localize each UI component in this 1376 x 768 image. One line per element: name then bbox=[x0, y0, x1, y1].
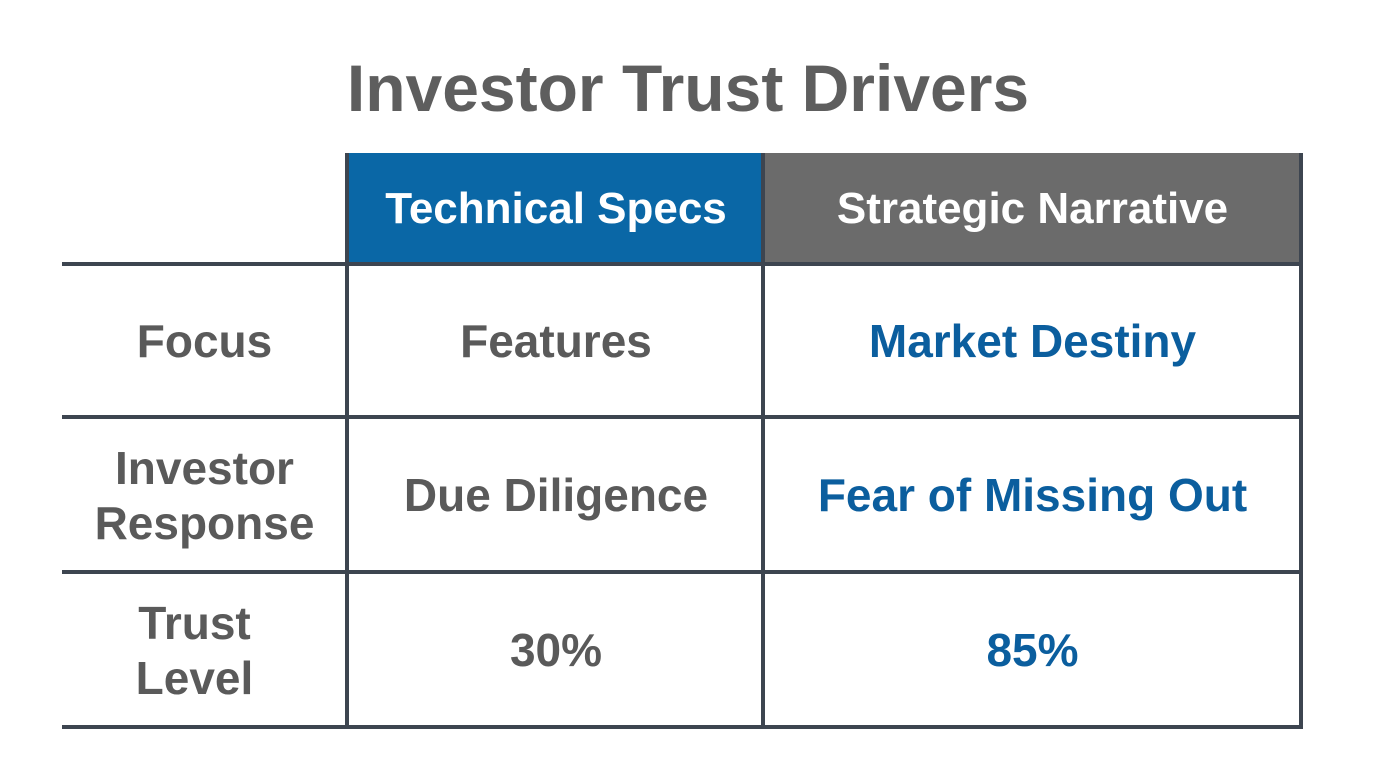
cell-trust-technical: 30% bbox=[509, 624, 603, 677]
grid-line bbox=[1299, 153, 1303, 729]
row-label-focus: Focus bbox=[136, 315, 273, 368]
cell-focus-strategic: Market Destiny bbox=[868, 315, 1197, 368]
column-header-strategic-narrative: Strategic Narrative bbox=[765, 153, 1300, 265]
column-header-technical-specs: Technical Specs bbox=[347, 153, 765, 265]
grid-line bbox=[62, 570, 1303, 574]
grid-line bbox=[62, 262, 1303, 266]
cell-response-strategic: Fear of Missing Out bbox=[817, 469, 1248, 522]
cell-response-technical: Due Diligence bbox=[403, 469, 709, 522]
grid-line bbox=[345, 153, 349, 729]
cell-focus-technical: Features bbox=[460, 315, 652, 368]
cell-trust-strategic: 85% bbox=[986, 624, 1079, 677]
row-label-trust-level: Trust Level bbox=[135, 596, 254, 704]
grid-line bbox=[761, 153, 765, 729]
grid-line bbox=[62, 725, 1303, 729]
row-label-investor-response: Investor Response bbox=[94, 441, 315, 549]
grid-line bbox=[62, 415, 1303, 419]
page-title: Investor Trust Drivers bbox=[346, 51, 1030, 125]
